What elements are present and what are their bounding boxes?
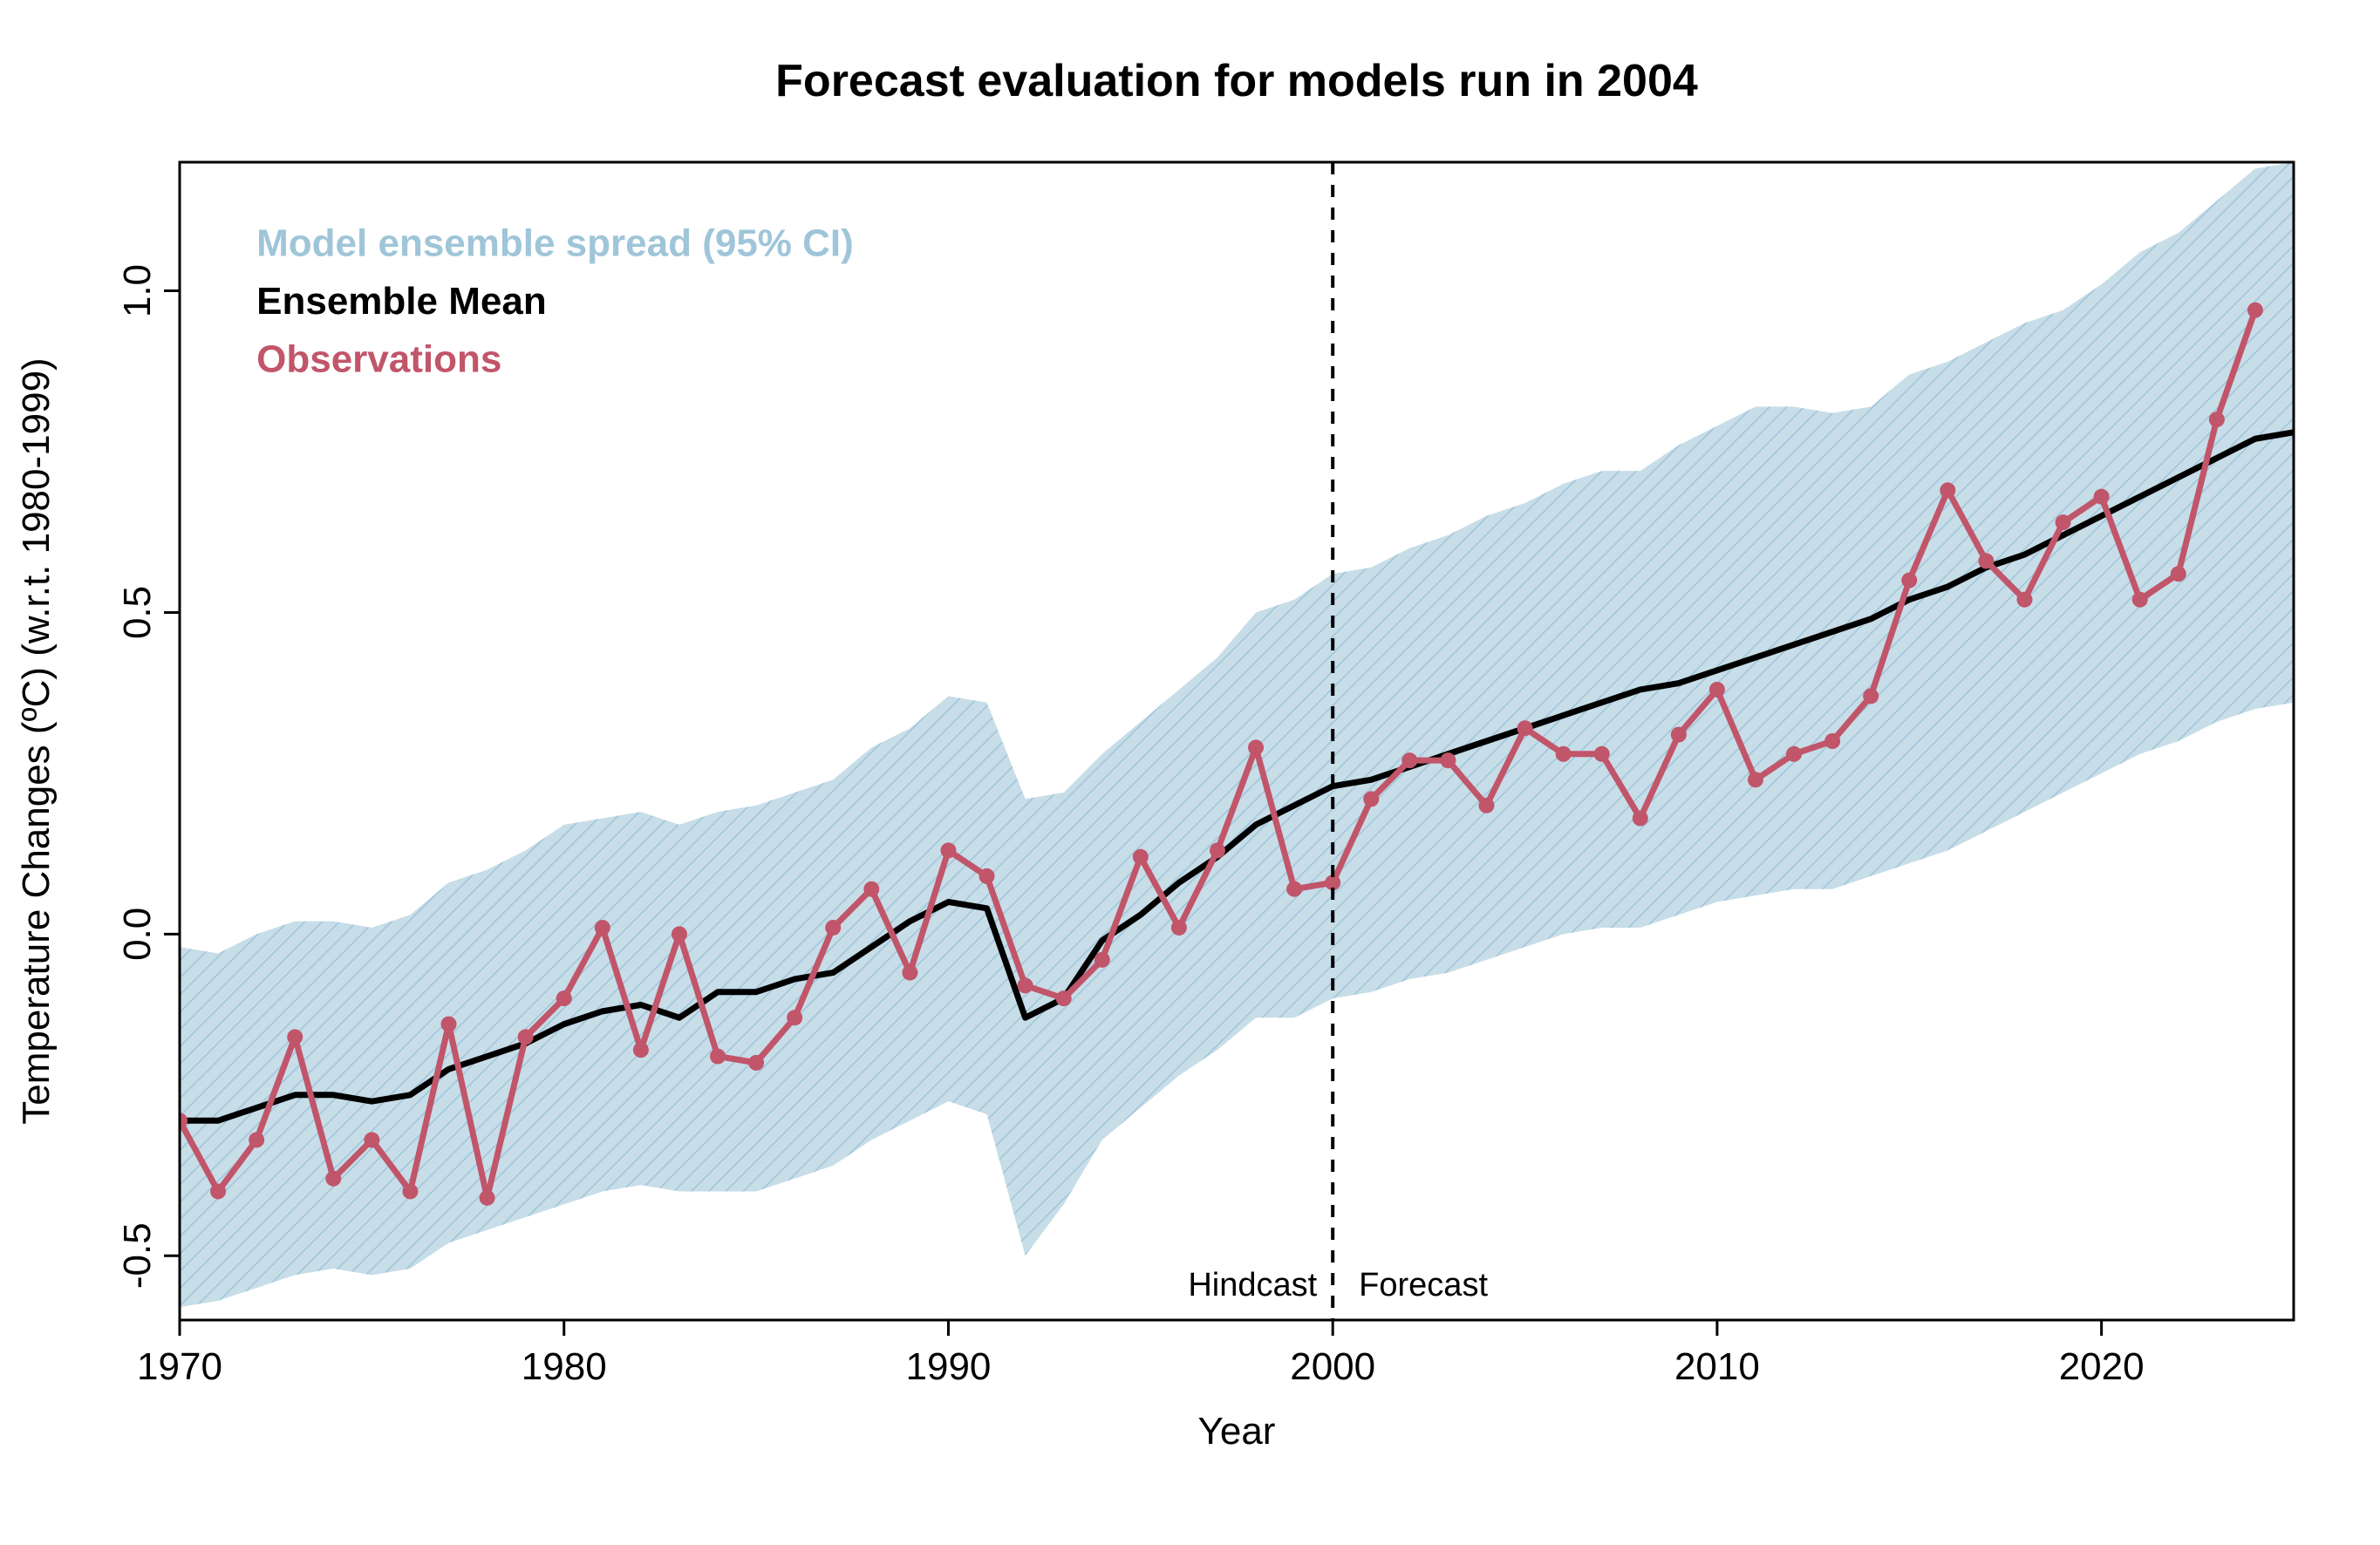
forecast-chart: 1970 1980 1990 2000 2010 2020 -0.5 0.0 0.5 1.0 For… — [0, 0, 2380, 1545]
observation-marker — [1556, 746, 1572, 762]
chart-title: Forecast evaluation for models run in 20… — [775, 56, 1698, 106]
observation-marker — [787, 1010, 802, 1025]
observation-marker — [402, 1183, 418, 1199]
y-tick-label: -0.5 — [116, 1222, 159, 1289]
observation-marker — [249, 1132, 264, 1147]
legend-item: Observations — [256, 337, 501, 380]
observation-marker — [1594, 746, 1610, 762]
x-tick-label: 2000 — [1290, 1345, 1375, 1388]
chart-container: 1970 1980 1990 2000 2010 2020 -0.5 0.0 0.5 1.0 For… — [0, 0, 2380, 1545]
hindcast-label: Hindcast — [1188, 1267, 1317, 1303]
observation-marker — [2171, 566, 2186, 582]
observation-marker — [1786, 746, 1802, 762]
observation-marker — [1517, 720, 1533, 736]
x-tick-label: 2020 — [2059, 1345, 2145, 1388]
observation-marker — [2094, 489, 2110, 505]
observation-marker — [1633, 811, 1648, 827]
observation-marker — [825, 920, 841, 936]
observation-marker — [1671, 727, 1687, 743]
observation-marker — [2247, 303, 2263, 318]
observation-marker — [1863, 688, 1879, 704]
observation-marker — [863, 881, 879, 897]
observation-marker — [556, 990, 572, 1006]
observation-marker — [1824, 733, 1840, 749]
observation-marker — [1401, 752, 1417, 768]
x-tick-label: 1990 — [906, 1345, 992, 1388]
observation-marker — [979, 868, 995, 884]
observation-marker — [1018, 977, 1033, 993]
observation-marker — [1248, 739, 1264, 755]
observation-marker — [2209, 412, 2225, 427]
observation-marker — [940, 842, 956, 858]
observation-marker — [1286, 881, 1302, 897]
observation-marker — [1478, 798, 1494, 813]
x-tick-label: 1980 — [522, 1345, 607, 1388]
observation-marker — [1440, 752, 1456, 768]
y-tick-label: 0.5 — [116, 586, 159, 639]
observation-marker — [1940, 482, 1955, 498]
observation-marker — [1056, 990, 1072, 1006]
observation-marker — [1978, 553, 1994, 568]
y-axis-label: Temperature Changes (ºC) (w.r.t. 1980-19… — [15, 357, 58, 1124]
observation-marker — [2056, 514, 2071, 530]
observation-marker — [633, 1042, 649, 1058]
legend-item: Ensemble Mean — [256, 280, 547, 323]
observation-marker — [748, 1055, 764, 1071]
x-tick-label: 2010 — [1674, 1345, 1760, 1388]
observation-marker — [710, 1049, 726, 1065]
observation-marker — [480, 1190, 495, 1206]
legend-item: Model ensemble spread (95% CI) — [256, 222, 854, 265]
observation-marker — [287, 1029, 303, 1045]
y-tick-label: 1.0 — [116, 264, 159, 317]
observation-marker — [325, 1171, 341, 1187]
observation-marker — [1210, 842, 1225, 858]
observation-marker — [1709, 682, 1725, 698]
observation-marker — [1748, 772, 1763, 787]
y-tick-label: 0.0 — [116, 908, 159, 961]
observation-marker — [441, 1017, 457, 1032]
forecast-label: Forecast — [1359, 1267, 1488, 1303]
observation-marker — [2016, 592, 2032, 608]
observation-marker — [518, 1029, 534, 1045]
observation-marker — [1133, 849, 1149, 865]
observation-marker — [1095, 952, 1110, 968]
observation-marker — [210, 1183, 226, 1199]
observation-marker — [1901, 573, 1917, 589]
observation-marker — [1171, 920, 1187, 936]
observation-marker — [1363, 791, 1379, 807]
x-axis-label: Year — [1198, 1410, 1276, 1453]
observation-marker — [672, 926, 687, 942]
observation-marker — [595, 920, 610, 936]
observation-marker — [2132, 592, 2148, 608]
observation-marker — [364, 1132, 379, 1147]
x-tick-label: 1970 — [137, 1345, 222, 1388]
observation-marker — [902, 965, 917, 981]
